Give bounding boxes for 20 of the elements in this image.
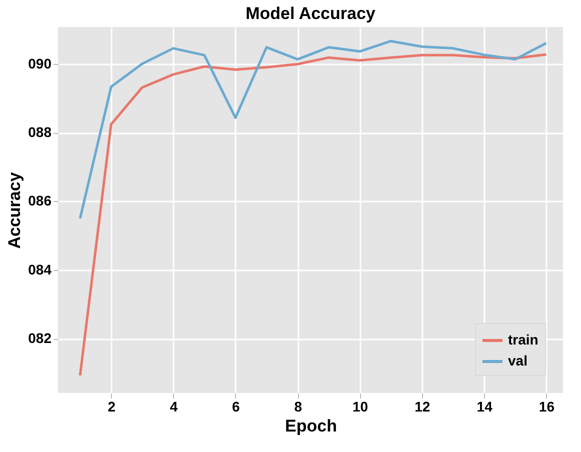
x-tick-label: 8 [294,398,302,414]
line-series [78,40,548,220]
y-tick-label: 082 [28,330,52,346]
x-tick-label: 2 [108,398,116,414]
y-tick-label: 084 [28,261,52,278]
chart-title: Model Accuracy [246,4,376,23]
legend-label: train [508,332,538,348]
y-tick-label: 090 [28,55,52,72]
x-tick-label: 16 [538,398,555,414]
x-axis-title: Epoch [285,416,337,436]
y-tick-label: 088 [28,124,52,140]
legend-label: val [508,352,528,368]
x-tick-label: 10 [352,398,368,414]
y-tick-label: 086 [28,192,52,209]
x-tick-label: 4 [170,398,178,414]
x-tick-label: 12 [414,398,430,414]
line-series [78,53,548,377]
x-tick-label: 14 [476,398,493,414]
x-tick-label: 6 [232,398,240,414]
y-axis-title: Accuracy [5,172,24,249]
